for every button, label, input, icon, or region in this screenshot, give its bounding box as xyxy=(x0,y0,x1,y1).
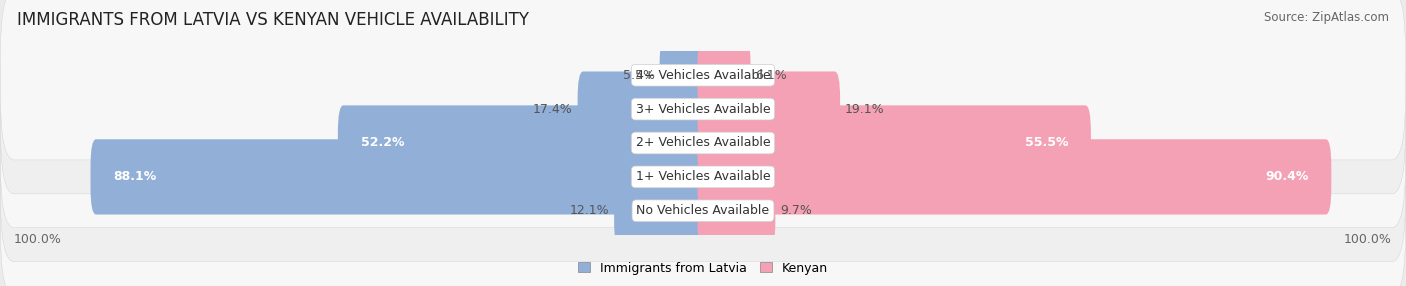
FancyBboxPatch shape xyxy=(0,126,1406,286)
FancyBboxPatch shape xyxy=(697,72,841,147)
FancyBboxPatch shape xyxy=(90,139,709,214)
FancyBboxPatch shape xyxy=(337,105,709,181)
Text: 2+ Vehicles Available: 2+ Vehicles Available xyxy=(636,136,770,150)
FancyBboxPatch shape xyxy=(697,105,1091,181)
Text: 4+ Vehicles Available: 4+ Vehicles Available xyxy=(636,69,770,82)
Text: 55.5%: 55.5% xyxy=(1025,136,1069,150)
Text: 100.0%: 100.0% xyxy=(14,233,62,246)
Text: 3+ Vehicles Available: 3+ Vehicles Available xyxy=(636,103,770,116)
FancyBboxPatch shape xyxy=(0,58,1406,228)
Text: IMMIGRANTS FROM LATVIA VS KENYAN VEHICLE AVAILABILITY: IMMIGRANTS FROM LATVIA VS KENYAN VEHICLE… xyxy=(17,11,529,29)
Text: 52.2%: 52.2% xyxy=(360,136,404,150)
Text: 9.7%: 9.7% xyxy=(780,204,813,217)
FancyBboxPatch shape xyxy=(578,72,709,147)
FancyBboxPatch shape xyxy=(697,139,1331,214)
FancyBboxPatch shape xyxy=(697,37,751,113)
Text: 12.1%: 12.1% xyxy=(569,204,609,217)
FancyBboxPatch shape xyxy=(659,37,709,113)
FancyBboxPatch shape xyxy=(0,24,1406,194)
Text: 90.4%: 90.4% xyxy=(1265,170,1309,183)
Text: No Vehicles Available: No Vehicles Available xyxy=(637,204,769,217)
Text: 17.4%: 17.4% xyxy=(533,103,572,116)
Text: 19.1%: 19.1% xyxy=(845,103,884,116)
FancyBboxPatch shape xyxy=(697,173,775,249)
Text: 6.1%: 6.1% xyxy=(755,69,787,82)
FancyBboxPatch shape xyxy=(0,0,1406,160)
Text: 5.5%: 5.5% xyxy=(623,69,655,82)
FancyBboxPatch shape xyxy=(0,92,1406,262)
Legend: Immigrants from Latvia, Kenyan: Immigrants from Latvia, Kenyan xyxy=(572,257,834,279)
Text: 100.0%: 100.0% xyxy=(1344,233,1392,246)
Text: 88.1%: 88.1% xyxy=(114,170,156,183)
Text: Source: ZipAtlas.com: Source: ZipAtlas.com xyxy=(1264,11,1389,24)
Text: 1+ Vehicles Available: 1+ Vehicles Available xyxy=(636,170,770,183)
FancyBboxPatch shape xyxy=(614,173,709,249)
